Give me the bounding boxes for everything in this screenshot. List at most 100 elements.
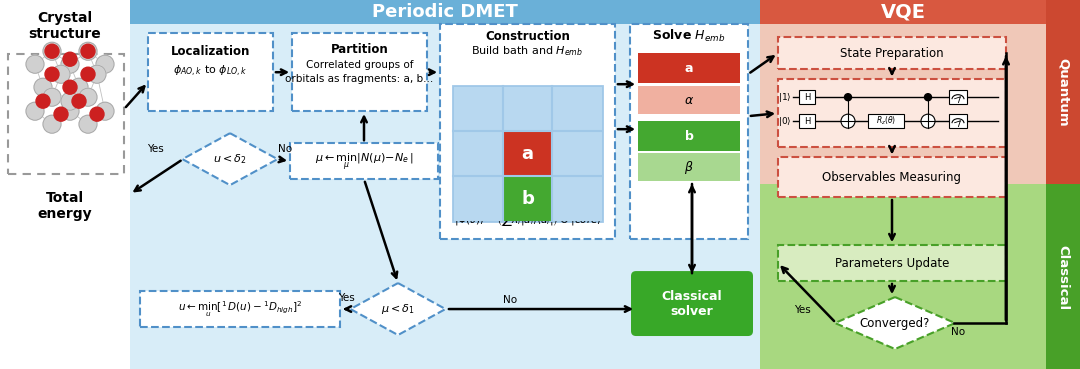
Text: Parameters Update: Parameters Update: [835, 256, 949, 270]
Text: a: a: [522, 145, 534, 163]
Bar: [799, 90, 815, 104]
Circle shape: [52, 65, 70, 83]
Text: Yes: Yes: [338, 293, 354, 303]
Bar: [638, 121, 740, 151]
Circle shape: [924, 94, 931, 101]
Circle shape: [33, 78, 52, 96]
Circle shape: [26, 102, 44, 120]
Bar: [553, 132, 602, 176]
Circle shape: [81, 44, 95, 58]
FancyBboxPatch shape: [291, 143, 438, 179]
Text: $u \leftarrow \min_u [^1D(u)-{^1}D_{high}]^2$: $u \leftarrow \min_u [^1D(u)-{^1}D_{high…: [178, 299, 302, 319]
Circle shape: [60, 102, 79, 120]
Text: $\beta$: $\beta$: [685, 159, 693, 176]
Text: $u < \delta_2$: $u < \delta_2$: [213, 152, 247, 166]
Circle shape: [90, 107, 104, 121]
Circle shape: [72, 94, 86, 108]
FancyBboxPatch shape: [440, 24, 615, 239]
Circle shape: [36, 94, 50, 108]
Bar: [638, 153, 740, 181]
Bar: [638, 53, 740, 83]
Bar: [454, 87, 502, 131]
Bar: [638, 86, 740, 114]
Circle shape: [845, 94, 851, 101]
Text: $R_z(\theta)$: $R_z(\theta)$: [876, 115, 896, 127]
Text: Classical: Classical: [1056, 245, 1069, 310]
Text: b: b: [685, 130, 693, 143]
Text: No: No: [503, 295, 517, 305]
Text: $\phi_{AO,k}$ to $\phi_{LO,k}$: $\phi_{AO,k}$ to $\phi_{LO,k}$: [173, 64, 247, 79]
Circle shape: [921, 114, 935, 128]
Polygon shape: [835, 297, 955, 349]
Text: orbitals as fragments: a, b...: orbitals as fragments: a, b...: [285, 74, 434, 84]
Circle shape: [79, 115, 97, 133]
Text: Converged?: Converged?: [860, 317, 930, 330]
Text: Solve $H_{emb}$: Solve $H_{emb}$: [652, 28, 726, 44]
FancyBboxPatch shape: [148, 33, 273, 111]
Circle shape: [43, 88, 60, 106]
Text: Yes: Yes: [147, 144, 163, 154]
Circle shape: [26, 55, 44, 73]
Circle shape: [54, 107, 68, 121]
Bar: [130, 24, 760, 369]
Bar: [760, 0, 1047, 24]
Text: $|1\rangle$: $|1\rangle$: [778, 91, 791, 104]
Text: $\mu < \delta_1$: $\mu < \delta_1$: [381, 302, 415, 316]
Bar: [553, 87, 602, 131]
Text: Partition: Partition: [330, 43, 389, 56]
Text: No: No: [950, 327, 966, 337]
Text: Yes: Yes: [794, 305, 810, 315]
Circle shape: [63, 80, 77, 94]
Circle shape: [79, 88, 97, 106]
Circle shape: [96, 102, 114, 120]
FancyBboxPatch shape: [778, 79, 1005, 147]
Bar: [799, 114, 815, 128]
Circle shape: [70, 78, 87, 96]
Bar: [503, 87, 552, 131]
Bar: [949, 90, 967, 104]
Circle shape: [87, 65, 106, 83]
Text: Total
energy: Total energy: [38, 191, 92, 221]
Text: $|0\rangle$: $|0\rangle$: [778, 115, 791, 128]
Bar: [503, 177, 552, 221]
Text: b: b: [521, 190, 534, 208]
Circle shape: [96, 55, 114, 73]
Circle shape: [43, 42, 60, 60]
Text: a: a: [685, 62, 693, 75]
Circle shape: [45, 44, 59, 58]
Text: $|\Phi(\upsilon)\rangle = \left(\sum \lambda_i |a_i\rangle\langle a_i|\right)\ot: $|\Phi(\upsilon)\rangle = \left(\sum \la…: [454, 210, 602, 228]
FancyBboxPatch shape: [778, 37, 1005, 69]
Bar: [130, 0, 760, 24]
Text: Quantum: Quantum: [1056, 58, 1069, 127]
Bar: [454, 132, 502, 176]
Circle shape: [43, 115, 60, 133]
Text: H: H: [804, 117, 810, 126]
Bar: [868, 114, 904, 128]
FancyBboxPatch shape: [292, 33, 427, 111]
Text: $\mu \leftarrow \min_\mu |N(\mu)-N_e|$: $\mu \leftarrow \min_\mu |N(\mu)-N_e|$: [314, 151, 414, 172]
Circle shape: [79, 42, 97, 60]
FancyBboxPatch shape: [778, 157, 1005, 197]
Text: Localization: Localization: [171, 45, 251, 58]
Text: Observables Measuring: Observables Measuring: [823, 170, 961, 184]
FancyBboxPatch shape: [140, 291, 340, 327]
FancyBboxPatch shape: [631, 271, 753, 336]
Circle shape: [60, 55, 79, 73]
Text: Periodic DMET: Periodic DMET: [373, 3, 518, 21]
Text: Correlated groups of: Correlated groups of: [306, 60, 414, 70]
Circle shape: [60, 92, 79, 110]
Bar: [760, 184, 1047, 369]
Polygon shape: [183, 133, 278, 185]
Text: Classical
solver: Classical solver: [662, 290, 723, 318]
FancyBboxPatch shape: [630, 24, 748, 239]
Bar: [454, 177, 502, 221]
Bar: [453, 86, 602, 221]
Circle shape: [81, 67, 95, 81]
Bar: [1047, 184, 1080, 369]
Text: State Preparation: State Preparation: [840, 47, 944, 60]
Bar: [949, 114, 967, 128]
Text: Build bath and $H_{emb}$: Build bath and $H_{emb}$: [472, 44, 583, 58]
Text: VQE: VQE: [880, 3, 926, 22]
Circle shape: [841, 114, 855, 128]
FancyBboxPatch shape: [778, 245, 1005, 281]
